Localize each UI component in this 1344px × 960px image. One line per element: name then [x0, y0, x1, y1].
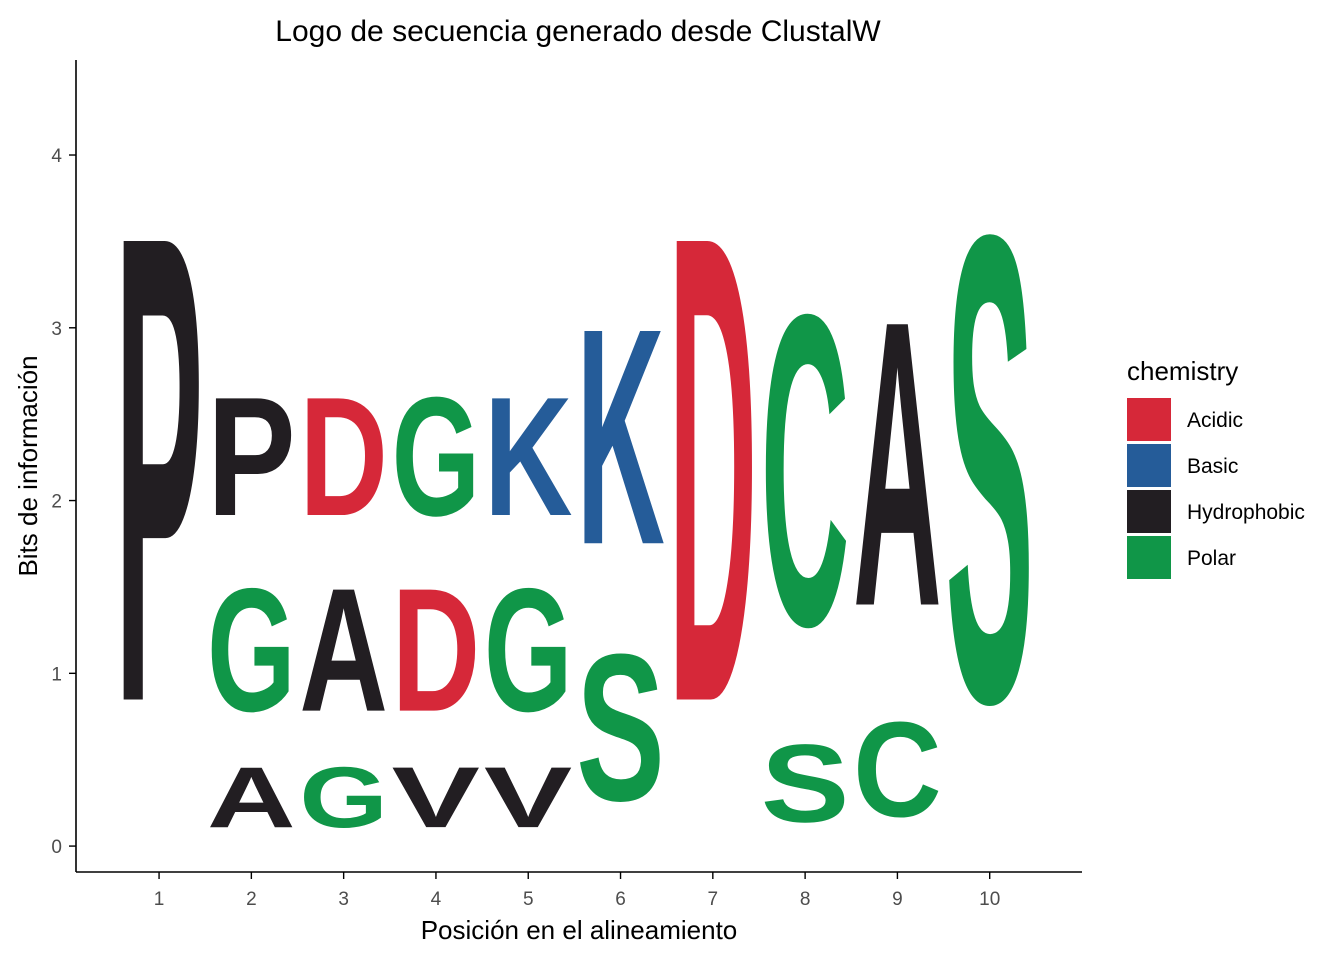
x-tick-label: 6 [615, 889, 626, 910]
y-tick-label: 0 [51, 837, 62, 858]
x-tick-label: 10 [979, 889, 1000, 910]
x-tick-label: 9 [892, 889, 903, 910]
x-axis-ticks: 1 2 3 4 5 6 7 8 9 10 [154, 872, 1000, 910]
logo-letter-a: A [853, 236, 942, 691]
y-tick-label: 1 [51, 664, 62, 685]
y-axis-title: Bits de información [13, 355, 43, 576]
logo-letter-a: A [299, 553, 388, 749]
x-tick-label: 1 [154, 889, 165, 910]
x-axis-title: Posición en el alineamiento [421, 915, 738, 945]
legend-swatch-acidic [1127, 398, 1171, 441]
logo-letter-p: P [115, 96, 204, 841]
chart-title: Logo de secuencia generado desde Clustal… [275, 15, 881, 48]
logo-letter-d: D [392, 553, 481, 749]
y-tick-label: 3 [51, 319, 62, 340]
logo-letter-v: V [484, 749, 572, 846]
logo-letter-p: P [207, 362, 296, 551]
x-tick-label: 8 [800, 889, 811, 910]
logo-letter-v: V [392, 749, 480, 846]
legend: chemistry Acidic Basic Hydrophobic Polar [1127, 356, 1305, 579]
logo-letter-k: K [484, 363, 573, 552]
x-tick-label: 5 [523, 889, 534, 910]
logo-letter-d: D [669, 96, 758, 841]
legend-label-acidic: Acidic [1187, 409, 1243, 432]
legend-swatch-polar [1127, 536, 1171, 579]
logo-letter-c: C [761, 223, 850, 719]
logo-letter-g: G [299, 750, 388, 846]
legend-label-polar: Polar [1187, 547, 1236, 570]
logo-letter-s: S [761, 721, 850, 845]
logo-letter-s: S [576, 611, 665, 845]
y-axis-ticks: 0 1 2 3 4 [51, 146, 76, 858]
legend-swatch-basic [1127, 444, 1171, 487]
legend-label-basic: Basic [1187, 455, 1238, 478]
x-tick-label: 2 [246, 889, 257, 910]
logo-letter-c: C [853, 695, 942, 846]
x-tick-label: 4 [431, 889, 442, 910]
logo-letter-s: S [945, 96, 1034, 841]
logo-letter-g: G [207, 553, 296, 749]
logo-letter-g: G [484, 553, 573, 749]
logo-letter-k: K [576, 263, 665, 609]
logo-letter-d: D [299, 363, 388, 552]
logo-letter-g: G [392, 361, 481, 551]
legend-items: Acidic Basic Hydrophobic Polar [1127, 398, 1305, 579]
legend-title: chemistry [1127, 356, 1238, 386]
x-tick-label: 3 [338, 889, 349, 910]
logo-letter-a: A [207, 750, 296, 846]
legend-label-hydrophobic: Hydrophobic [1187, 501, 1305, 524]
legend-swatch-hydrophobic [1127, 490, 1171, 533]
x-tick-label: 7 [708, 889, 719, 910]
y-tick-label: 4 [51, 146, 62, 167]
y-tick-label: 2 [51, 492, 62, 513]
